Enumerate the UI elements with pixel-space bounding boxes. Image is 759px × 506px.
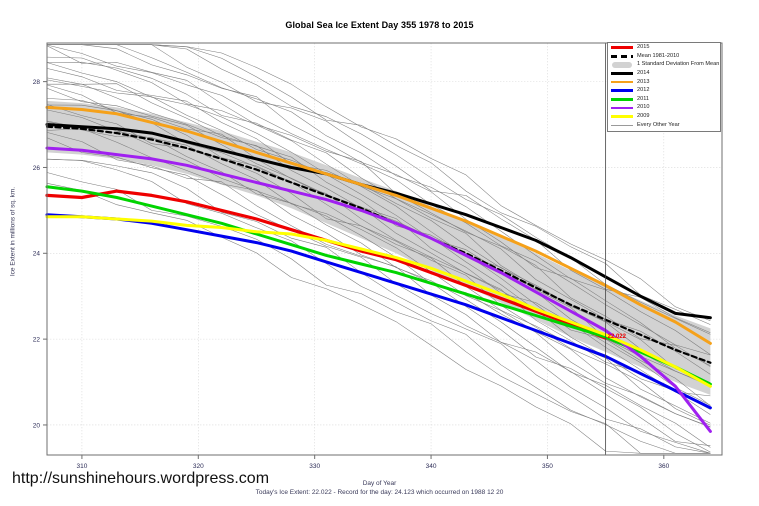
legend-item-2013: 2013	[608, 77, 720, 86]
svg-text:26: 26	[33, 165, 41, 172]
legend-label: 2013	[637, 78, 650, 85]
svg-text:24: 24	[33, 251, 41, 258]
legend-label: 2011	[637, 95, 650, 102]
svg-text:28: 28	[33, 79, 41, 86]
legend-label: 2014	[637, 70, 650, 77]
legend-label: Mean 1981-2010	[637, 52, 680, 59]
today-value-annotation: 22.022	[607, 334, 626, 341]
legend-swatch-icon	[611, 113, 633, 120]
page-title: Global Sea Ice Extent Day 355 1978 to 20…	[285, 20, 474, 30]
legend-swatch-icon	[611, 52, 633, 59]
legend-swatch-icon	[611, 44, 633, 51]
legend-swatch-icon	[611, 121, 633, 128]
legend-label: 1 Standard Deviation From Mean	[637, 61, 720, 68]
legend-swatch-icon	[611, 95, 633, 102]
legend-item-2010: 2010	[608, 103, 720, 112]
legend-swatch-icon	[611, 104, 633, 111]
svg-text:20: 20	[33, 422, 41, 429]
legend-label: 2010	[637, 104, 650, 111]
svg-text:350: 350	[542, 463, 553, 470]
legend-swatch-icon	[611, 70, 633, 77]
chart-footnote: Today's Ice Extent: 22.022 - Record for …	[255, 489, 504, 496]
svg-text:360: 360	[658, 463, 669, 470]
legend-item-2009: 2009	[608, 112, 720, 121]
legend-item-2012: 2012	[608, 86, 720, 95]
legend-label: 2015	[637, 44, 650, 51]
legend-label: Every Other Year	[637, 121, 680, 128]
legend-item-2011: 2011	[608, 95, 720, 104]
svg-text:320: 320	[193, 463, 204, 470]
svg-text:330: 330	[309, 463, 320, 470]
legend-label: 2012	[637, 87, 650, 94]
svg-text:340: 340	[426, 463, 437, 470]
legend-label: 2009	[637, 113, 650, 120]
svg-text:310: 310	[76, 463, 87, 470]
y-axis-label: Ice Extent in millions of sq. km.	[9, 186, 17, 277]
svg-text:22: 22	[33, 337, 41, 344]
legend-item-every-other-year: Every Other Year	[608, 120, 720, 129]
legend-item-1-standard-deviation-from-mean: 1 Standard Deviation From Mean	[608, 60, 720, 69]
chart-legend: 2015 Mean 1981-2010 1 Standard Deviation F…	[607, 42, 721, 132]
legend-item-mean-1981-2010: Mean 1981-2010	[608, 52, 720, 61]
legend-swatch-icon	[611, 87, 633, 94]
legend-item-2015: 2015	[608, 43, 720, 52]
legend-swatch-icon	[611, 78, 633, 85]
legend-item-2014: 2014	[608, 69, 720, 78]
legend-swatch-icon	[611, 61, 633, 68]
watermark-url: http://sunshinehours.wordpress.com	[12, 470, 270, 487]
x-axis-label: Day of Year	[362, 480, 397, 487]
